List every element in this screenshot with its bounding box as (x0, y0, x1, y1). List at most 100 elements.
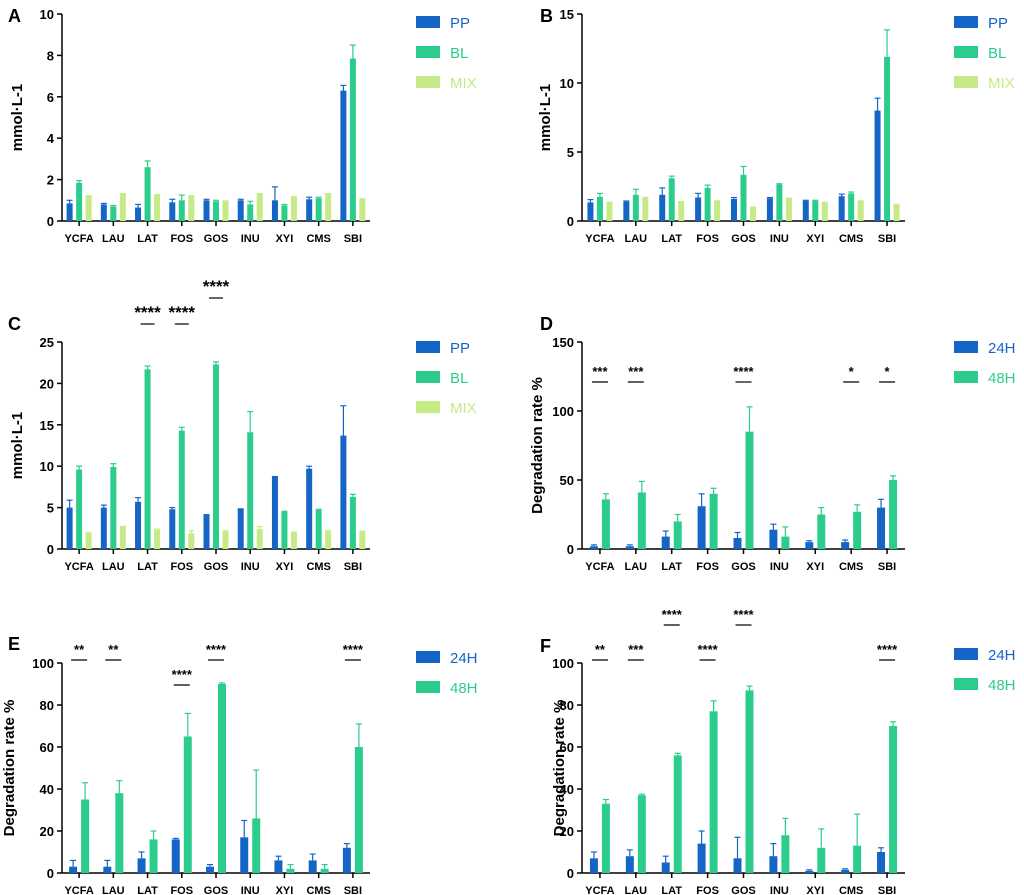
x-tick-label: SBI (344, 885, 362, 895)
x-tick-label: SBI (344, 561, 362, 573)
bar-24h-sbi (342, 847, 351, 873)
legend-label-mix: MIX (450, 400, 477, 417)
bar-24h-ycfa (589, 546, 598, 549)
legend-label-48h: 48H (988, 677, 1016, 694)
x-tick-label: FOS (170, 885, 193, 895)
bar-mix-ycfa (85, 533, 92, 549)
y-tick-label: 15 (560, 7, 574, 22)
bar-48h-xyi (817, 514, 826, 549)
bar-pp-ycfa (587, 202, 594, 221)
x-tick-label: FOS (170, 233, 193, 245)
y-tick-label: 10 (40, 7, 54, 22)
y-tick-label: 20 (40, 376, 54, 391)
legend-label-bl: BL (450, 370, 468, 387)
bar-24h-lat (661, 862, 670, 873)
bar-bl-gos (213, 201, 219, 221)
x-tick-label: FOS (696, 561, 719, 573)
y-tick-label: 80 (560, 698, 574, 713)
x-tick-label: LAT (137, 561, 158, 573)
chart-panel-A: A 0 2 4 6 8 10 mmol·L-1 YCFA LAU LAT FOS GOS INU XYI CM… (8, 6, 477, 245)
x-tick-label: GOS (731, 561, 755, 573)
legend-swatch-48h (416, 681, 440, 693)
significance-label: ** (595, 642, 606, 657)
bar-24h-lau (625, 546, 634, 549)
y-tick-label: 0 (567, 866, 574, 881)
bar-bl-xyi (812, 200, 819, 221)
x-tick-label: XYI (276, 561, 294, 573)
bar-48h-fos (183, 736, 192, 873)
y-tick-label: 100 (552, 404, 574, 419)
legend-label-pp: PP (450, 15, 470, 32)
chart-panel-B: B 0 5 10 15 mmol·L-1 YCFA LAU LAT FOS GOS INU XYI CMS… (537, 6, 1015, 245)
x-tick-label: LAU (102, 885, 125, 895)
bar-pp-gos (203, 515, 210, 549)
bar-pp-lau (100, 204, 107, 221)
legend-swatch-mix (416, 76, 440, 88)
legend-swatch-bl (416, 46, 440, 58)
legend-label-pp: PP (450, 340, 470, 357)
bar-48h-xyi (817, 847, 826, 873)
bar-pp-sbi (340, 90, 347, 221)
bar-24h-lat (661, 536, 670, 549)
bar-24h-cms (841, 869, 850, 873)
bar-48h-sbi (889, 480, 898, 549)
x-tick-label: CMS (306, 885, 330, 895)
y-axis-title: mmol·L-1 (537, 84, 554, 152)
significance-label: *** (628, 642, 644, 657)
y-tick-label: 0 (47, 214, 54, 229)
panel-letter: D (540, 314, 553, 334)
x-tick-label: GOS (204, 885, 228, 895)
bar-pp-fos (169, 202, 176, 221)
bar-mix-xyi (290, 532, 297, 549)
legend-label-bl: BL (450, 45, 468, 62)
bar-pp-lat (135, 207, 142, 221)
bar-48h-ycfa (81, 799, 90, 873)
legend-swatch-24h (954, 648, 978, 660)
bar-pp-sbi (874, 110, 881, 221)
bar-bl-ycfa (76, 182, 83, 221)
significance-label: ** (108, 642, 119, 657)
bar-bl-gos (213, 364, 219, 549)
bar-24h-lau (625, 856, 634, 873)
chart-panel-D: D 0 50 100 150 Degradation rate % YCFA LAU LAT FO… (529, 314, 1016, 573)
x-tick-label: GOS (204, 561, 228, 573)
x-tick-label: CMS (306, 561, 330, 573)
bar-48h-fos (709, 493, 718, 549)
bar-bl-fos (178, 430, 185, 549)
bar-pp-cms (306, 468, 313, 549)
bar-bl-inu (776, 184, 783, 221)
bar-bl-lat (668, 178, 675, 221)
bar-48h-cms (320, 868, 329, 873)
y-tick-label: 6 (47, 90, 54, 105)
bar-48h-cms (853, 845, 862, 873)
bar-mix-ycfa (606, 201, 613, 221)
bar-pp-fos (695, 197, 702, 221)
bar-24h-gos (733, 858, 742, 873)
bar-bl-sbi (884, 56, 891, 221)
legend-swatch-24h (954, 341, 978, 353)
bar-48h-gos (745, 690, 754, 873)
significance-label: **** (662, 607, 683, 622)
x-tick-label: XYI (806, 233, 824, 245)
chart-panel-F: F 0 20 40 60 80 100 Degradation rate % YCFA LAU LA… (540, 607, 1016, 895)
bar-mix-fos (188, 533, 195, 549)
bar-bl-xyi (281, 511, 288, 549)
bar-mix-ycfa (85, 195, 92, 221)
y-tick-label: 25 (40, 335, 54, 350)
bar-mix-lat (678, 200, 685, 221)
significance-label: **** (697, 642, 718, 657)
y-tick-label: 5 (567, 145, 574, 160)
bar-48h-fos (709, 711, 718, 873)
x-tick-label: LAU (625, 885, 648, 895)
x-tick-label: YCFA (585, 561, 614, 573)
x-tick-label: LAU (625, 233, 648, 245)
legend-swatch-mix (416, 401, 440, 413)
x-tick-label: LAU (102, 561, 125, 573)
bar-pp-gos (203, 200, 210, 221)
significance-label: **** (206, 642, 227, 657)
significance-label: * (885, 364, 891, 379)
bar-24h-sbi (877, 852, 886, 873)
significance-label: *** (628, 364, 644, 379)
bar-bl-gos (740, 174, 747, 221)
